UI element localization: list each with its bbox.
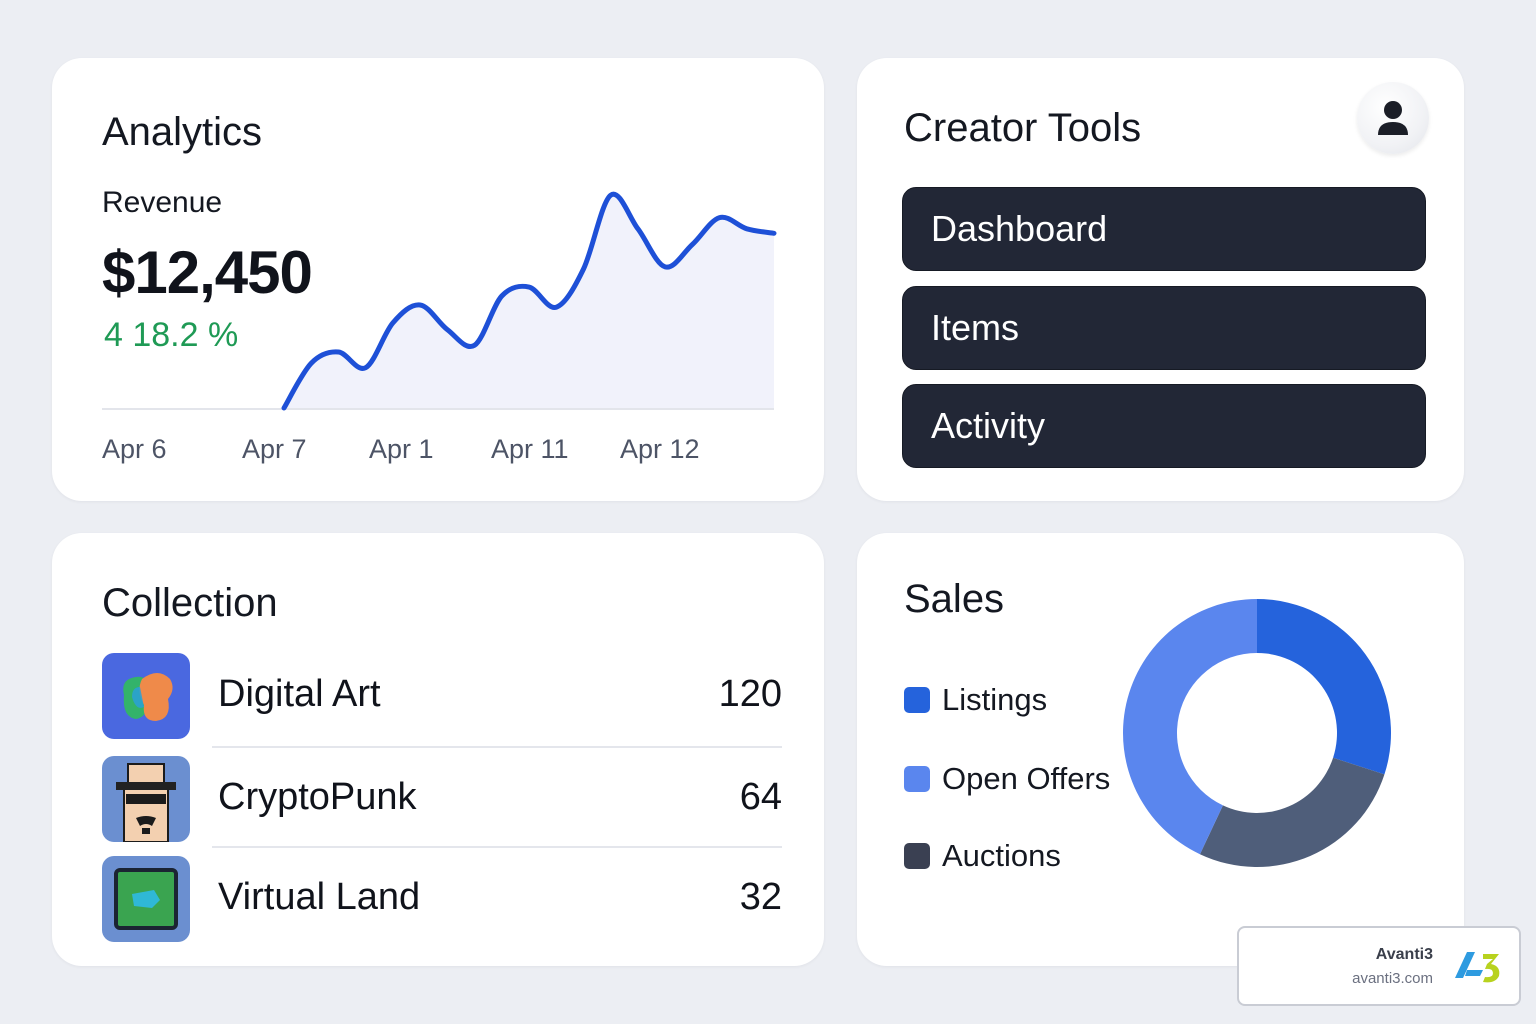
divider bbox=[212, 846, 782, 848]
revenue-value: $12,450 bbox=[102, 239, 313, 306]
collection-item-name: Digital Art bbox=[218, 673, 381, 715]
collection-item-count: 64 bbox=[739, 776, 782, 818]
legend-item-listings: Listings bbox=[904, 682, 1048, 717]
legend-label: Listings bbox=[942, 682, 1048, 717]
x-tick-label: Apr 11 bbox=[491, 434, 569, 464]
legend-label: Auctions bbox=[942, 838, 1061, 873]
legend-swatch bbox=[904, 687, 930, 713]
brand-logo-icon bbox=[1455, 952, 1500, 983]
creator-tools-title: Creator Tools bbox=[904, 106, 1142, 150]
dashboard-button[interactable]: Dashboard bbox=[902, 187, 1426, 271]
revenue-area bbox=[284, 194, 774, 408]
sales-donut-chart bbox=[1123, 599, 1391, 867]
analytics-title: Analytics bbox=[102, 110, 263, 154]
items-button[interactable]: Items bbox=[902, 286, 1426, 370]
cryptopunk-icon bbox=[102, 756, 190, 842]
x-tick-label: Apr 7 bbox=[242, 434, 307, 464]
user-avatar-icon[interactable] bbox=[1357, 82, 1429, 154]
collection-card: Collection Digital Art 120 bbox=[52, 533, 824, 966]
collection-title: Collection bbox=[102, 581, 278, 625]
creator-tools-card: Creator Tools Dashboard Items Activity bbox=[857, 58, 1464, 501]
brand-badge: Avanti3 avanti3.com bbox=[1237, 926, 1521, 1006]
digital-art-icon bbox=[102, 653, 190, 739]
collection-item-name: CryptoPunk bbox=[218, 776, 417, 818]
revenue-change: 4 18.2 % bbox=[104, 316, 239, 354]
brand-url: avanti3.com bbox=[1352, 970, 1433, 987]
collection-row-virtual-land[interactable]: Virtual Land 32 bbox=[102, 856, 782, 944]
analytics-card: Analytics Revenue $12,450 4 18.2 % Apr 6… bbox=[52, 58, 824, 501]
collection-row-digital-art[interactable]: Digital Art 120 bbox=[102, 653, 782, 741]
revenue-line bbox=[281, 191, 777, 411]
divider bbox=[212, 746, 782, 748]
donut-slice-listings bbox=[1257, 599, 1391, 775]
legend-item-auctions: Auctions bbox=[904, 838, 1061, 873]
collection-item-name: Virtual Land bbox=[218, 876, 421, 918]
activity-button[interactable]: Activity bbox=[902, 384, 1426, 468]
collection-item-count: 32 bbox=[739, 876, 782, 918]
sales-card: Sales Listings Open Offers Auctions bbox=[857, 533, 1464, 966]
x-tick-label: Apr 6 bbox=[102, 434, 167, 464]
legend-label: Open Offers bbox=[942, 761, 1111, 796]
brand-name: Avanti3 bbox=[1375, 946, 1433, 963]
revenue-label: Revenue bbox=[102, 186, 223, 219]
virtual-land-icon bbox=[102, 856, 190, 942]
donut-slice-auctions bbox=[1199, 757, 1385, 867]
revenue-chart: Apr 6 Apr 7 Apr 1 Apr 11 Apr 12 bbox=[102, 191, 777, 464]
collection-item-count: 120 bbox=[718, 673, 782, 715]
legend-item-open-offers: Open Offers bbox=[904, 761, 1111, 796]
x-tick-label: Apr 12 bbox=[620, 434, 700, 464]
sales-title: Sales bbox=[904, 577, 1005, 621]
donut-slice-open-offers bbox=[1123, 599, 1257, 855]
collection-row-cryptopunk[interactable]: CryptoPunk 64 bbox=[102, 756, 782, 844]
legend-swatch bbox=[904, 843, 930, 869]
x-tick-label: Apr 1 bbox=[369, 434, 434, 464]
legend-swatch bbox=[904, 766, 930, 792]
